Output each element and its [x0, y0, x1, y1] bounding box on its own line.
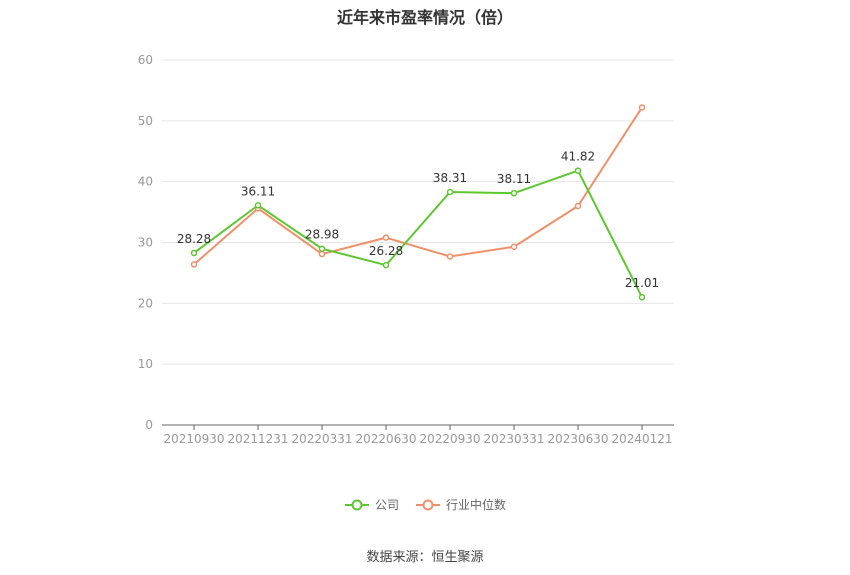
data-label: 38.31: [433, 171, 467, 185]
legend: 公司 行业中位数: [0, 496, 850, 513]
data-point-1: [574, 202, 582, 210]
data-point-0: [190, 249, 198, 257]
legend-label-company: 公司: [374, 498, 399, 512]
y-tick-label: 20: [138, 296, 153, 310]
legend-marker-company: [344, 499, 369, 510]
legend-label-industry-median: 行业中位数: [446, 498, 507, 512]
data-label: 28.98: [305, 228, 339, 242]
data-point-1: [638, 104, 646, 111]
data-label: 38.11: [497, 172, 531, 186]
data-point-0: [638, 293, 646, 301]
data-label: 26.28: [369, 244, 403, 258]
legend-marker-industry-median: [416, 499, 440, 510]
data-label: 21.01: [625, 276, 659, 290]
data-point-0: [446, 188, 454, 196]
legend-item-industry-median[interactable]: 行业中位数: [415, 496, 506, 513]
y-tick-label: 60: [138, 53, 153, 67]
x-tick-label: 20230630: [547, 432, 608, 446]
data-label: 41.82: [561, 150, 595, 164]
data-point-1: [382, 234, 390, 241]
data-label: 28.28: [177, 232, 211, 246]
data-point-0: [510, 189, 518, 197]
data-point-0: [254, 202, 262, 209]
data-point-0: [318, 245, 326, 252]
data-point-1: [190, 261, 198, 268]
x-tick-label: 20240121: [611, 432, 672, 446]
chart-title: 近年来市盈率情况（倍）: [336, 8, 513, 27]
y-tick-label: 40: [138, 175, 153, 189]
x-tick-label: 20211231: [227, 432, 288, 446]
x-tick-label: 20230331: [483, 432, 544, 446]
x-tick-label: 20210930: [163, 432, 224, 446]
data-point-1: [446, 253, 454, 260]
data-point-0: [382, 261, 390, 269]
x-tick-label: 20220630: [355, 432, 416, 446]
x-tick-label: 20220331: [291, 432, 352, 446]
legend-item-company[interactable]: 公司: [344, 496, 399, 513]
data-point-0: [574, 167, 582, 174]
data-point-1: [318, 250, 326, 258]
y-tick-label: 10: [138, 357, 153, 371]
x-tick-label: 20220930: [419, 432, 480, 446]
source-note: 数据来源：恒生聚源: [366, 550, 484, 565]
y-tick-label: 30: [138, 236, 153, 250]
series-line-1: [193, 106, 643, 266]
y-tick-label: 0: [145, 418, 153, 432]
data-label: 36.11: [241, 184, 275, 198]
data-point-1: [510, 243, 518, 251]
series-line-0: [193, 169, 643, 298]
y-tick-label: 50: [138, 114, 153, 128]
